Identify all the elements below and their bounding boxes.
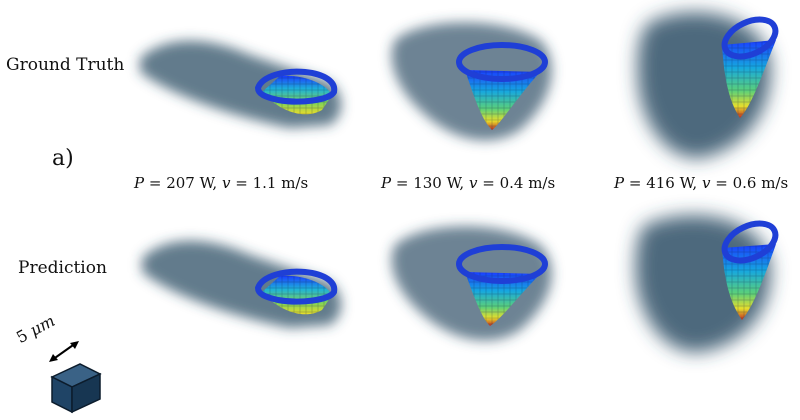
case-3-power: 416	[646, 174, 675, 192]
case-1-speed: 1.1	[252, 174, 277, 192]
case-2-params: P = 130 W, v = 0.4 m/s	[381, 174, 556, 192]
power-unit: W	[679, 174, 693, 192]
pred-case-3-pool	[721, 220, 779, 320]
scale-arrow-icon	[49, 341, 79, 362]
gt-case-1-pool	[254, 68, 338, 115]
pred-case-1-pool	[254, 268, 338, 315]
power-unit: W	[199, 174, 213, 192]
ground-truth-label: Ground Truth	[6, 55, 125, 75]
speed-symbol: v	[468, 174, 478, 192]
case-3-speed: 0.6	[732, 174, 757, 192]
scale-cube-icon	[50, 363, 102, 414]
case-2-power: 130	[413, 174, 442, 192]
power-symbol: P	[614, 174, 625, 192]
prediction-label: Prediction	[18, 258, 107, 278]
speed-unit: m/s	[528, 174, 556, 192]
power-symbol: P	[381, 174, 392, 192]
gt-case-3-pool	[721, 16, 779, 118]
gt-case-2-pool	[456, 42, 548, 130]
speed-symbol: v	[221, 174, 231, 192]
case-1-power: 207	[166, 174, 195, 192]
case-3-params: P = 416 W, v = 0.6 m/s	[614, 174, 789, 192]
speed-unit: m/s	[281, 174, 309, 192]
panel-letter: a)	[52, 146, 74, 171]
speed-symbol: v	[701, 174, 711, 192]
power-symbol: P	[134, 174, 145, 192]
speed-unit: m/s	[761, 174, 789, 192]
case-2-speed: 0.4	[499, 174, 524, 192]
case-1-params: P = 207 W, v = 1.1 m/s	[134, 174, 309, 192]
power-unit: W	[446, 174, 460, 192]
pred-case-2-pool	[456, 244, 548, 326]
